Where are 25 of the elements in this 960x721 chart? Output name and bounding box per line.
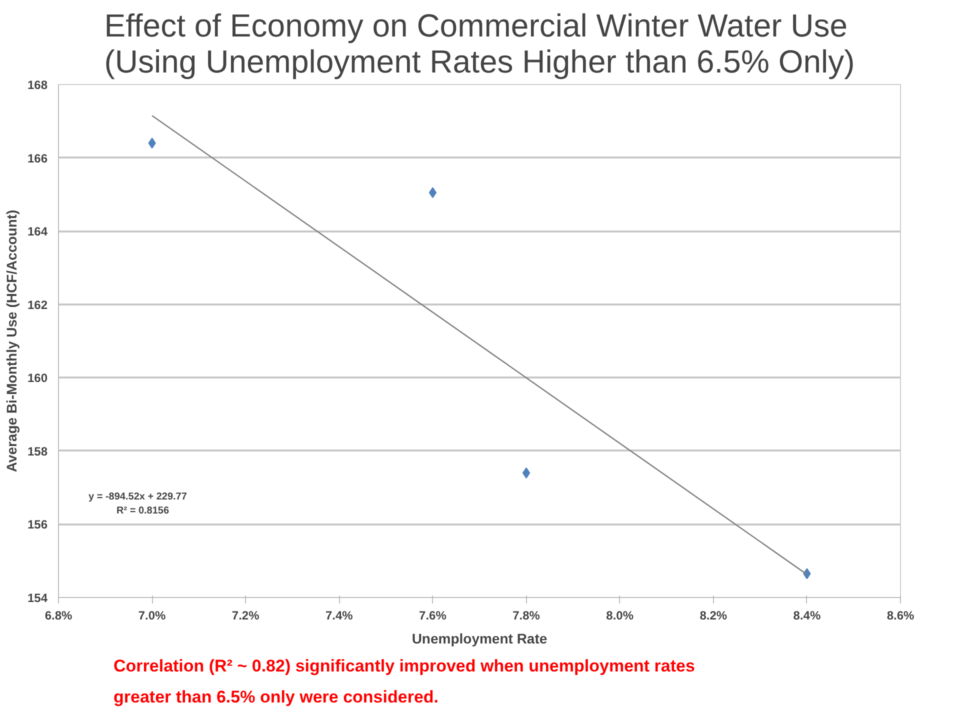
annotation: y = -894.52x + 229.77 R² = 0.8156 [88,492,188,516]
y-axis-title: Average Bi-Monthly Use (HCF/Account) [3,210,20,472]
x-tick-label: 6.8% [44,608,73,622]
y-tick-label: 160 [27,371,48,386]
x-tick-label: 8.0% [606,608,634,622]
x-axis-title: Unemployment Rate [412,630,548,646]
point [428,187,437,198]
x-tick-label: 8.6% [886,608,915,622]
text: Correlation (R² ~ 0.82) significantly improved when unemployment rates greater than 6.5% only were considered. [114,656,695,706]
y-tick-label: 168 [27,78,48,92]
y-tick-label: 156 [27,518,48,532]
x-tick-label: 8.2% [700,608,728,622]
x-tick-label: 7.2% [232,608,260,622]
x-tick-label: 7.4% [325,608,354,622]
y-tick-label: 166 [27,151,48,166]
y-tick-label: 162 [27,298,48,312]
x-tick-label: 7.6% [419,608,447,622]
y-tick-label: 154 [27,591,48,605]
x-tick-label: 8.4% [793,608,821,622]
x-tick-label: 7.0% [138,608,166,622]
chart-title: Effect of Economy on Commercial Winter Water Use (Using Unemployment Rates Higher than 6.5% Only) [104,8,855,80]
y-tick-label: 164 [27,224,48,239]
x-tick-label: 7.8% [512,608,540,622]
point [522,467,530,478]
y-tick-label: 158 [27,444,48,458]
